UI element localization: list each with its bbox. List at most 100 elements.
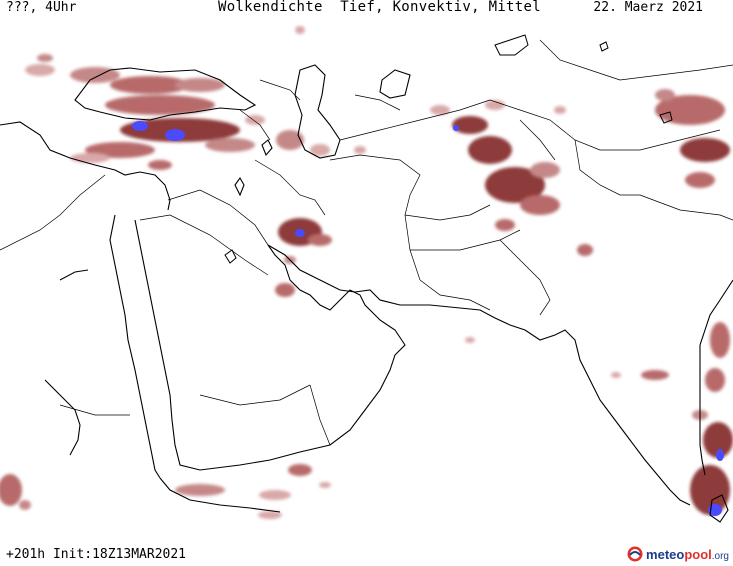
coastline — [234, 176, 245, 197]
lake — [59, 269, 89, 281]
coastline — [699, 279, 733, 476]
cloud-patch — [205, 138, 255, 152]
country-border — [639, 194, 733, 221]
cloud-patch — [680, 138, 730, 162]
cloud-patch — [577, 244, 593, 256]
coastline — [0, 121, 171, 211]
cloud-patch — [148, 160, 172, 170]
cloud-patch — [259, 490, 291, 500]
cloud-patch — [25, 64, 55, 76]
lake — [224, 249, 237, 264]
country-border — [519, 119, 556, 161]
country-border — [600, 129, 721, 151]
country-border — [354, 94, 401, 111]
cloud-patch — [310, 144, 330, 156]
cloud-layer — [0, 26, 733, 519]
valid-date-label: 22. Maerz 2021 — [593, 0, 703, 15]
coastline — [379, 69, 411, 99]
logo-text-meteo: meteo — [646, 546, 685, 562]
coastline — [159, 477, 281, 513]
coastline — [709, 494, 729, 523]
cloud-patch — [354, 146, 366, 154]
coastline — [267, 244, 691, 506]
cloud-patch — [319, 482, 331, 488]
country-border — [489, 99, 601, 151]
cloud-patch — [37, 54, 53, 62]
country-border — [199, 384, 311, 406]
logo-text-pool: pool — [684, 546, 712, 562]
valid-time-label: ???, 4Uhr — [6, 0, 77, 15]
cloud-patch — [554, 106, 566, 114]
cloud-patch — [655, 95, 725, 125]
country-border — [499, 239, 551, 316]
country-border — [139, 214, 269, 276]
cloud-patch — [175, 78, 225, 92]
coastline — [134, 219, 406, 471]
country-border — [309, 384, 331, 446]
country-border — [619, 64, 733, 81]
cloud-patch — [308, 234, 332, 246]
country-border — [404, 204, 491, 221]
country-border — [0, 174, 106, 251]
coastline-layer — [0, 64, 733, 523]
cloud-patch — [245, 115, 265, 125]
convective-layer — [132, 121, 724, 516]
convective-core — [453, 125, 459, 131]
lake — [659, 111, 673, 124]
cloud-patch — [641, 370, 669, 380]
cloud-patch — [275, 283, 295, 297]
cloud-patch — [495, 219, 515, 231]
map-title: Wolkendichte Tief, Konvektiv, Mittel — [218, 0, 541, 15]
country-border — [254, 159, 326, 216]
cloud-patch — [288, 464, 312, 476]
lake — [599, 41, 609, 52]
cloud-patch — [110, 76, 190, 94]
cloud-patch — [465, 337, 475, 343]
cloud-patch — [611, 372, 621, 378]
cloud-patch — [705, 368, 725, 392]
cloud-patch — [520, 195, 560, 215]
country-border — [259, 79, 301, 101]
cloud-patch — [530, 162, 560, 178]
cloud-patch — [452, 116, 488, 134]
cloud-patch — [0, 474, 22, 506]
country-border — [329, 154, 421, 281]
cloud-patch — [655, 89, 675, 101]
coastline — [294, 64, 341, 159]
cloud-patch — [19, 500, 31, 510]
cloud-patch — [690, 465, 730, 515]
coastline — [74, 67, 257, 121]
cloud-patch — [703, 422, 733, 458]
convective-core — [165, 129, 185, 141]
country-border — [339, 99, 491, 141]
cloud-patch — [485, 167, 545, 203]
country-border — [539, 39, 621, 81]
convective-core — [716, 449, 724, 461]
cloud-patch — [175, 484, 225, 496]
country-border — [410, 229, 521, 251]
lake — [494, 34, 529, 56]
border-layer — [0, 39, 733, 446]
cloud-patch — [295, 26, 305, 34]
convective-core — [295, 229, 305, 237]
coastline — [261, 139, 273, 157]
country-border — [574, 139, 640, 196]
cloud-patch — [258, 511, 282, 519]
cloud-patch — [430, 105, 450, 115]
cloud-patch — [710, 322, 730, 358]
cloud-patch — [485, 100, 505, 110]
coastline — [109, 214, 161, 479]
cloud-patch — [85, 142, 155, 158]
cloud-patch — [685, 172, 715, 188]
cloud-patch — [276, 130, 304, 150]
cloud-patch — [70, 153, 110, 163]
country-border — [239, 109, 271, 141]
coastline — [44, 379, 81, 456]
meteopool-logo[interactable]: meteopool.org — [627, 544, 729, 564]
convective-core — [132, 121, 148, 131]
meteopool-logo-icon — [627, 546, 643, 562]
cloud-patch — [468, 136, 512, 164]
forecast-run-label: +201h Init:18Z13MAR2021 — [6, 547, 187, 562]
